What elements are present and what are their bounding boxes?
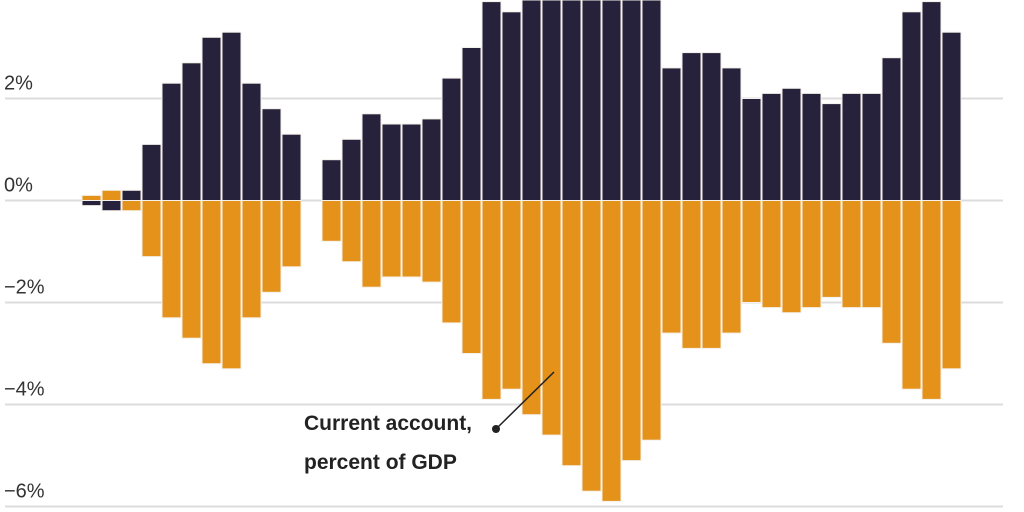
annotation-leader-line: [495, 371, 555, 430]
annotation: Current account, percent of GDP: [304, 371, 555, 474]
bar-series-2: [441, 200, 462, 324]
bar-series-2: [541, 200, 562, 436]
bar-series-2: [281, 200, 302, 268]
bar-series-2: [161, 200, 182, 319]
bar-series-2: [181, 200, 202, 339]
bar-series-2: [521, 200, 542, 416]
annotation-line-1: Current account,: [304, 412, 472, 435]
bar-series-2: [341, 200, 362, 263]
bar-series-1: [621, 0, 642, 201]
bar-series-2: [641, 200, 662, 441]
bar-series-2: [701, 200, 722, 349]
bar-series-1: [521, 0, 542, 201]
bar-series-1: [561, 0, 582, 201]
bar-series-1: [681, 52, 702, 201]
bar-series-1: [381, 123, 402, 201]
bar-series-1: [501, 11, 522, 201]
bar-series-2: [141, 200, 162, 258]
bar-series-1: [541, 0, 562, 201]
bar-series-2: [901, 200, 922, 390]
bar-series-2: [121, 200, 142, 212]
bar-series-2: [261, 200, 282, 293]
bar-series-1: [241, 82, 262, 201]
bar-series-2: [681, 200, 702, 349]
bar-series-2: [661, 200, 682, 334]
bar-series-2: [741, 200, 762, 303]
bar-series-1: [441, 77, 462, 201]
bar-series-1: [721, 67, 742, 202]
bar-series-1: [401, 123, 422, 201]
bar-series-1: [421, 118, 442, 201]
bar-series-1: [461, 47, 482, 201]
bar-series-1: [821, 103, 842, 201]
bar-series-2: [241, 200, 262, 319]
bar-series-1: [921, 1, 942, 201]
bar-series-2: [561, 200, 582, 467]
bar-series-2: [841, 200, 862, 309]
bar-series-1: [81, 200, 102, 207]
bar-series-1: [761, 92, 782, 201]
bar-series-1: [121, 189, 142, 202]
bar-series-1: [581, 0, 602, 201]
bar-series-1: [801, 92, 822, 201]
bar-series-2: [481, 200, 502, 400]
bar-series-2: [581, 200, 602, 492]
bar-series-2: [621, 200, 642, 462]
bar-series-1: [601, 0, 622, 201]
bar-series-1: [321, 159, 342, 201]
bar-series-1: [701, 52, 722, 201]
bar-series-2: [81, 194, 102, 201]
bar-series-2: [101, 189, 122, 202]
bar-series-1: [261, 108, 282, 201]
y-tick-label: 0%: [4, 175, 33, 197]
y-tick-label: −4%: [4, 379, 45, 401]
bar-series-2: [221, 200, 242, 370]
bar-series-2: [801, 200, 822, 309]
bar-series-1: [141, 143, 162, 201]
bar-series-1: [341, 138, 362, 202]
bar-series-1: [641, 0, 662, 201]
bar-series-2: [201, 200, 222, 365]
bar-series-1: [841, 92, 862, 201]
bar-series-1: [861, 92, 882, 201]
bar-series-2: [881, 200, 902, 344]
bar-series-2: [421, 200, 442, 283]
y-tick-label: −2%: [4, 277, 45, 299]
bar-series-2: [461, 200, 482, 354]
y-tick-label: 2%: [4, 73, 33, 95]
bar-series-1: [361, 113, 382, 201]
bar-series-1: [661, 67, 682, 202]
bar-series-2: [721, 200, 742, 334]
bar-series-2: [821, 200, 842, 298]
bar-series-2: [761, 200, 782, 309]
bar-series-1: [901, 11, 922, 201]
annotation-dot: [492, 425, 500, 433]
bar-series-2: [601, 200, 622, 502]
bar-series-2: [501, 200, 522, 390]
bar-series-2: [861, 200, 882, 309]
bar-series-1: [221, 31, 242, 202]
bar-series-2: [321, 200, 342, 242]
bar-series-1: [181, 62, 202, 201]
bars: [81, 0, 962, 502]
bar-series-1: [741, 98, 762, 201]
bar-series-2: [781, 200, 802, 314]
bar-series-2: [941, 200, 962, 370]
y-tick-label: −6%: [4, 481, 45, 503]
bar-series-1: [941, 31, 962, 202]
bar-series-1: [781, 87, 802, 201]
bar-series-1: [481, 1, 502, 201]
bar-series-2: [401, 200, 422, 278]
bar-series-2: [921, 200, 942, 400]
bar-series-2: [381, 200, 402, 278]
bar-series-1: [101, 200, 122, 212]
annotation-line-2: percent of GDP: [304, 451, 457, 474]
y-axis-tick-labels: 2% 0% −2% −4% −6%: [4, 73, 45, 503]
bar-series-1: [281, 133, 302, 201]
bar-series-1: [881, 57, 902, 202]
bar-series-2: [361, 200, 382, 288]
bar-series-1: [161, 82, 182, 201]
bar-series-1: [201, 36, 222, 201]
